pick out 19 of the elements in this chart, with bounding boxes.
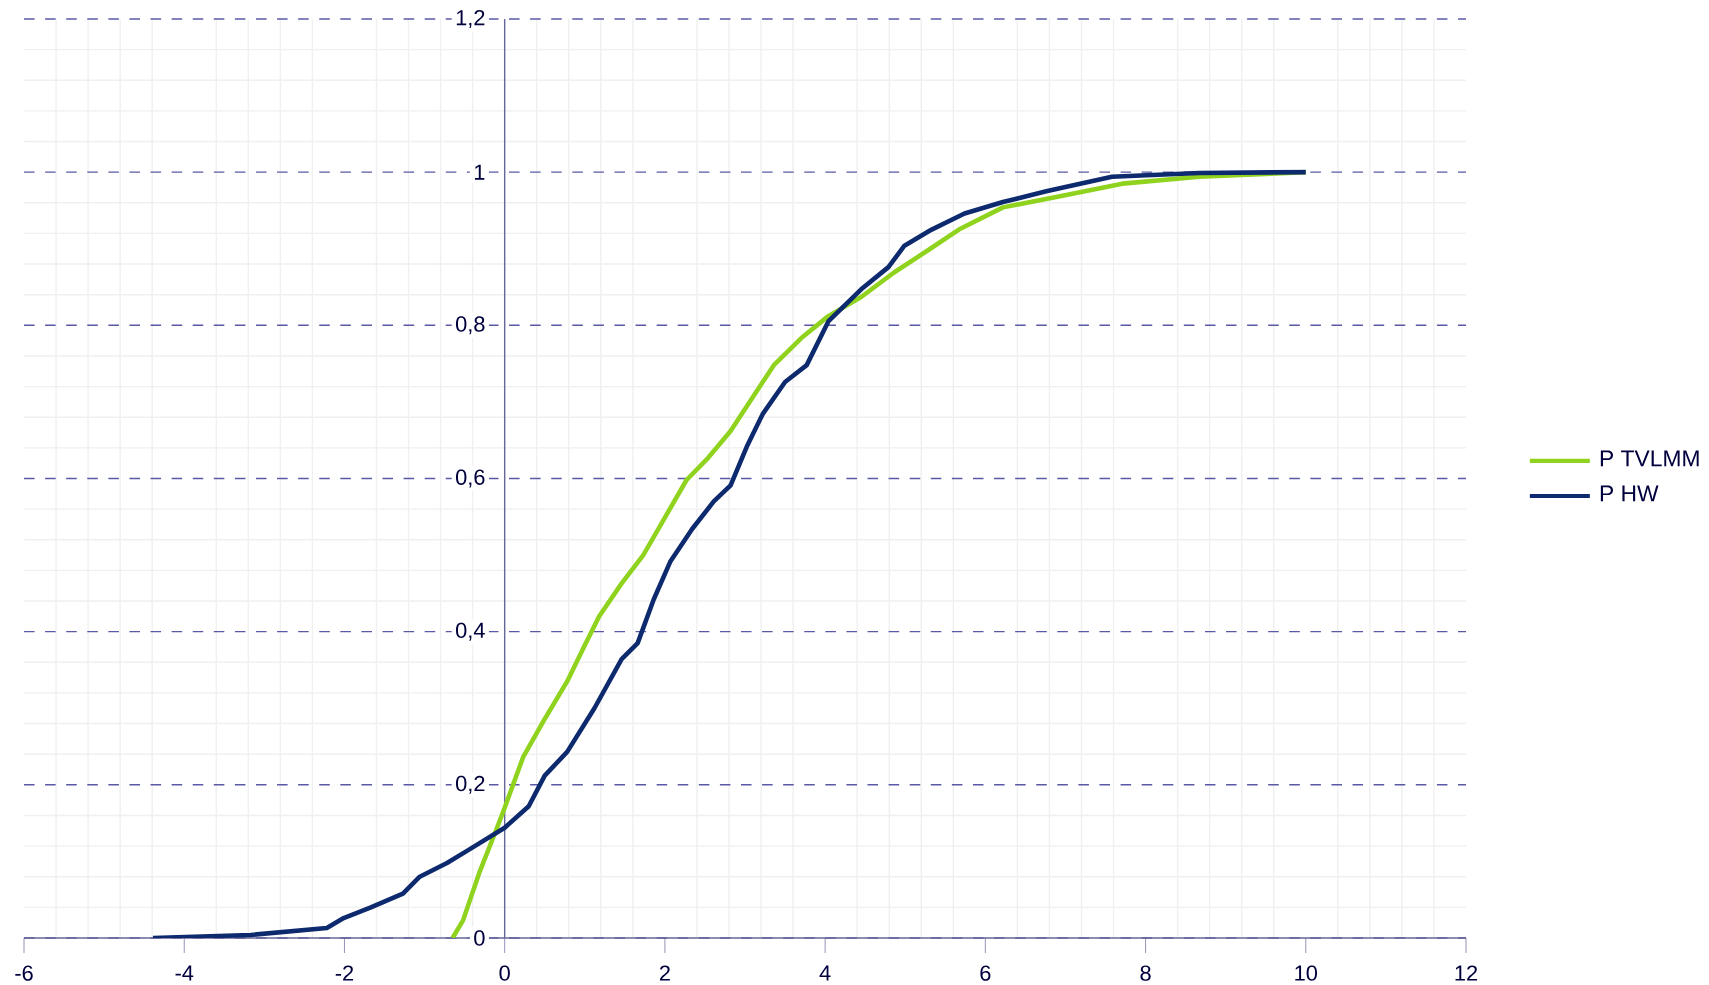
legend-label: P TVLMM <box>1600 450 1699 467</box>
y-tick-label: 0,4 <box>456 622 485 641</box>
x-tick-label: 0 <box>499 965 510 981</box>
y-tick-label: 1,2 <box>456 9 485 29</box>
x-tick-label: 8 <box>1140 965 1151 981</box>
x-tick-label: 2 <box>659 965 670 981</box>
x-tick-label: 6 <box>980 965 991 981</box>
x-tick-label: 10 <box>1295 965 1318 981</box>
x-tick-label: 4 <box>819 965 831 981</box>
y-tick-label: 1 <box>475 164 485 180</box>
y-tick-label: 0,2 <box>456 775 485 794</box>
x-tick-label: -6 <box>15 965 33 981</box>
x-tick-label: -2 <box>335 965 354 981</box>
y-tick-label: 0,8 <box>456 316 485 335</box>
y-tick-label: 0,6 <box>456 469 485 488</box>
legend-label: P HW <box>1600 485 1659 502</box>
x-tick-label: 12 <box>1455 965 1478 981</box>
y-tick-label: 0 <box>474 930 485 946</box>
x-tick-label: -4 <box>175 965 194 981</box>
